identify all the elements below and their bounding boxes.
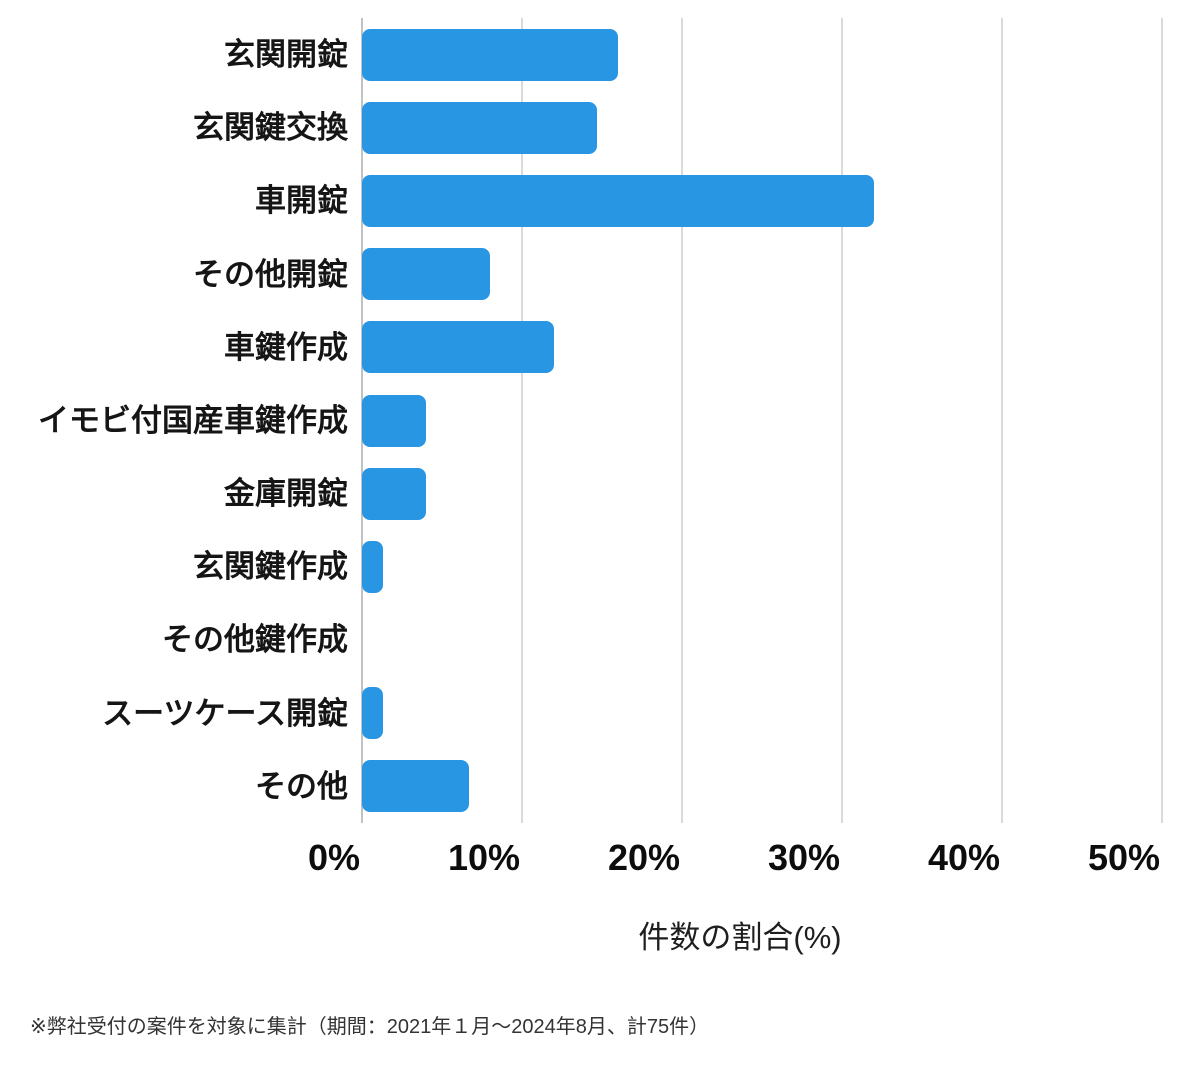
grid-line <box>521 18 523 823</box>
category-label: その他開錠 <box>193 256 348 292</box>
category-label: 金庫開錠 <box>224 476 348 512</box>
bar <box>362 101 598 154</box>
x-tick-label: 0% <box>307 837 360 878</box>
category-label: 車鍵作成 <box>224 329 348 365</box>
bar <box>362 394 426 447</box>
category-label: 玄関開錠 <box>224 37 348 72</box>
category-label: スーツケース開錠 <box>102 695 348 731</box>
bar <box>362 760 470 813</box>
x-tick-label: 50% <box>1087 837 1160 878</box>
footnote: ※弊社受付の案件を対象に集計（期間：2021年１月～2024年8月、計75件） <box>30 1016 710 1038</box>
grid-line <box>841 18 843 823</box>
bar <box>362 687 383 740</box>
x-tick-label: 40% <box>927 837 1000 878</box>
bar <box>362 540 383 593</box>
category-label: 玄関鍵作成 <box>193 549 348 585</box>
grid-line <box>1161 18 1163 823</box>
x-tick-label: 30% <box>767 837 840 878</box>
x-tick-label: 10% <box>447 837 520 878</box>
category-label: その他 <box>255 768 348 804</box>
bar <box>362 28 618 81</box>
bar <box>362 248 490 301</box>
x-tick-label: 20% <box>607 837 680 878</box>
category-label: 玄関鍵交換 <box>193 110 348 146</box>
grid-line <box>681 18 683 823</box>
category-label: イモビ付国産車鍵作成 <box>38 402 348 438</box>
grid-line <box>1001 18 1003 823</box>
bar <box>362 467 426 520</box>
x-axis-title: 件数の割合(%) <box>638 920 842 955</box>
bar <box>362 321 554 374</box>
bar <box>362 174 874 227</box>
category-label: 車開錠 <box>255 183 348 219</box>
category-label: その他鍵作成 <box>162 622 348 658</box>
